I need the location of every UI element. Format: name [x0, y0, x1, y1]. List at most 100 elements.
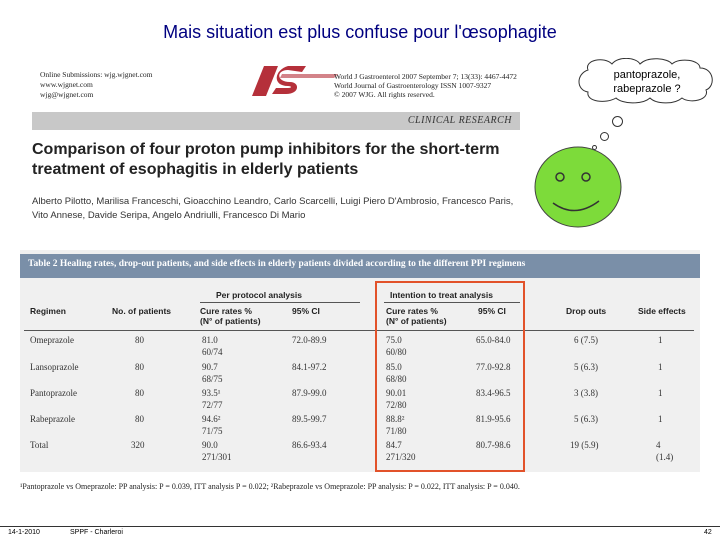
footer-date: 14-1-2010	[8, 529, 40, 536]
cell-drop-outs: 19 (5.9)	[570, 440, 599, 450]
thought-bubble-text: pantoprazole, rabeprazole ?	[586, 68, 708, 96]
cell-value: 90.7	[202, 362, 218, 372]
citation-line: World J Gastroenterol 2007 September 7; …	[334, 72, 517, 81]
cell-value: 84.7	[386, 440, 402, 450]
article-title-line: treatment of esophagitis in elderly pati…	[32, 161, 359, 178]
cell-value: 81.0	[202, 335, 218, 345]
cell-ci-pp: 84.1-97.2	[292, 362, 327, 372]
cell-ci-itt: 80.7-98.6	[476, 440, 511, 450]
cell-count: 60/80	[386, 347, 407, 357]
cell-cure-pp: 90.7 68/75	[202, 361, 223, 385]
section-bar: CLINICAL RESEARCH	[32, 112, 520, 130]
col-header-cure-pp: Cure rates % (N° of patients)	[200, 306, 261, 326]
table-title-bar	[20, 254, 700, 278]
cell-side-effects: 4 (1.4)	[656, 439, 673, 463]
journal-header: Online Submissions: wjg.wjgnet.com www.w…	[32, 60, 522, 130]
cell-value: 75.0	[386, 335, 402, 345]
cell-extra: (1.4)	[656, 452, 674, 462]
cell-value: 90.01	[386, 388, 407, 398]
thought-line: pantoprazole,	[613, 69, 681, 81]
cell-cure-pp: 90.0 271/301	[202, 439, 232, 463]
cell-cure-itt: 84.7 271/320	[386, 439, 416, 463]
footer-divider	[0, 526, 720, 527]
cell-regimen: Pantoprazole	[30, 388, 77, 398]
submission-line: Online Submissions: wjg.wjgnet.com	[40, 70, 153, 79]
table-title: Table 2 Healing rates, drop-out patients…	[28, 259, 526, 269]
cell-regimen: Rabeprazole	[30, 414, 75, 424]
col-header-side-effects: Side effects	[638, 306, 686, 316]
col-header-line: Cure rates %	[200, 306, 252, 316]
cell-drop-outs: 5 (6.3)	[574, 362, 598, 372]
cell-cure-pp: 81.0 60/74	[202, 334, 223, 358]
cell-count: 271/320	[386, 452, 416, 462]
col-header-line: Cure rates %	[386, 306, 438, 316]
col-header-cure-itt: Cure rates % (N° of patients)	[386, 306, 447, 326]
cell-cure-itt: 88.8² 71/80	[386, 413, 407, 437]
cell-num-patients: 320	[131, 440, 145, 450]
authors: Alberto Pilotto, Marilisa Franceschi, Gi…	[32, 195, 532, 223]
thought-dot	[612, 116, 623, 127]
citation-info: World J Gastroenterol 2007 September 7; …	[334, 72, 517, 99]
smiley-face-icon	[534, 146, 622, 228]
authors-line: Alberto Pilotto, Marilisa Franceschi, Gi…	[32, 196, 514, 207]
cell-cure-pp: 93.5¹ 72/77	[202, 387, 223, 411]
submission-line: www.wjgnet.com	[40, 80, 93, 89]
cell-value: 85.0	[386, 362, 402, 372]
citation-line: © 2007 WJG. All rights reserved.	[334, 90, 435, 99]
data-table	[20, 250, 700, 472]
cell-value: 93.5¹	[202, 388, 221, 398]
cell-value: 94.6²	[202, 414, 221, 424]
cell-value: 90.0	[202, 440, 218, 450]
cell-regimen: Lansoprazole	[30, 362, 79, 372]
cell-cure-itt: 85.0 68/80	[386, 361, 407, 385]
cell-regimen: Omeprazole	[30, 335, 74, 345]
cell-drop-outs: 5 (6.3)	[574, 414, 598, 424]
col-header-drop-outs: Drop outs	[566, 306, 607, 316]
submission-line: wjg@wjgnet.com	[40, 90, 94, 99]
thought-line: rabeprazole ?	[613, 83, 681, 95]
col-header-ci-itt: 95% CI	[478, 306, 506, 316]
divider	[24, 330, 694, 331]
cell-side-effects: 1	[658, 335, 663, 345]
submission-info: Online Submissions: wjg.wjgnet.com www.w…	[40, 70, 153, 100]
footer-organization: SPPF - Charleroi	[70, 529, 123, 536]
cell-ci-itt: 83.4-96.5	[476, 388, 511, 398]
cell-count: 72/77	[202, 400, 223, 410]
cell-count: 72/80	[386, 400, 407, 410]
cell-ci-pp: 87.9-99.0	[292, 388, 327, 398]
cell-regimen: Total	[30, 440, 49, 450]
cell-drop-outs: 3 (3.8)	[574, 388, 598, 398]
cell-ci-itt: 77.0-92.8	[476, 362, 511, 372]
divider	[384, 302, 520, 303]
cell-drop-outs: 6 (7.5)	[574, 335, 598, 345]
col-header-num-patients: No. of patients	[112, 306, 172, 316]
footer-page-number: 42	[704, 529, 712, 536]
cell-side-effects: 1	[658, 414, 663, 424]
table-footnote: ¹Pantoprazole vs Omeprazole: PP analysis…	[20, 482, 520, 491]
cell-count: 71/80	[386, 426, 407, 436]
cell-count: 68/75	[202, 374, 223, 384]
col-header-line: (N° of patients)	[386, 316, 447, 326]
cell-cure-pp: 94.6² 71/75	[202, 413, 223, 437]
cell-ci-itt: 81.9-95.6	[476, 414, 511, 424]
itt-highlight-box	[375, 281, 525, 472]
article-title: Comparison of four proton pump inhibitor…	[32, 140, 532, 180]
divider	[200, 302, 360, 303]
cell-side-effects: 1	[658, 362, 663, 372]
cell-count: 271/301	[202, 452, 232, 462]
cell-num-patients: 80	[135, 362, 144, 372]
cell-ci-itt: 65.0-84.0	[476, 335, 511, 345]
group-header-per-protocol: Per protocol analysis	[216, 290, 302, 300]
cell-num-patients: 80	[135, 388, 144, 398]
group-header-itt: Intention to treat analysis	[390, 290, 493, 300]
cell-num-patients: 80	[135, 335, 144, 345]
cell-count: 71/75	[202, 426, 223, 436]
slide-title: Mais situation est plus confuse pour l'œ…	[163, 22, 557, 42]
cell-ci-pp: 89.5-99.7	[292, 414, 327, 424]
cell-cure-itt: 90.01 72/80	[386, 387, 407, 411]
cell-ci-pp: 86.6-93.4	[292, 440, 327, 450]
col-header-line: (N° of patients)	[200, 316, 261, 326]
cell-side-effects: 1	[658, 388, 663, 398]
cell-cure-itt: 75.0 60/80	[386, 334, 407, 358]
journal-logo	[252, 66, 338, 96]
